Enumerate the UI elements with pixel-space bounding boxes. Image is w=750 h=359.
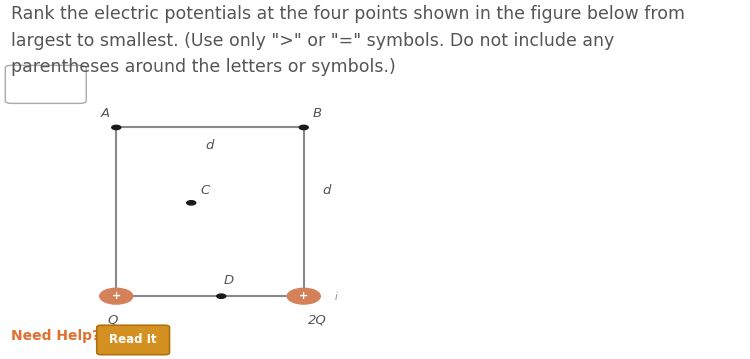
Text: D: D — [224, 274, 234, 287]
Text: C: C — [200, 185, 209, 197]
Text: B: B — [313, 107, 322, 120]
Circle shape — [287, 288, 320, 304]
Text: d: d — [206, 139, 214, 152]
FancyBboxPatch shape — [97, 325, 170, 355]
Text: d: d — [322, 184, 331, 197]
Text: +: + — [112, 291, 121, 301]
Circle shape — [217, 294, 226, 298]
FancyBboxPatch shape — [5, 65, 86, 103]
Text: i: i — [334, 292, 338, 302]
Circle shape — [187, 201, 196, 205]
Text: +: + — [299, 291, 308, 301]
Text: Rank the electric potentials at the four points shown in the figure below from
l: Rank the electric potentials at the four… — [11, 5, 686, 76]
Text: Read It: Read It — [110, 334, 157, 346]
Text: 2Q: 2Q — [308, 313, 326, 326]
Circle shape — [112, 125, 121, 130]
Circle shape — [299, 125, 308, 130]
Circle shape — [100, 288, 133, 304]
Text: Need Help?: Need Help? — [11, 329, 100, 342]
Text: Q: Q — [107, 313, 118, 326]
Text: A: A — [101, 107, 110, 120]
